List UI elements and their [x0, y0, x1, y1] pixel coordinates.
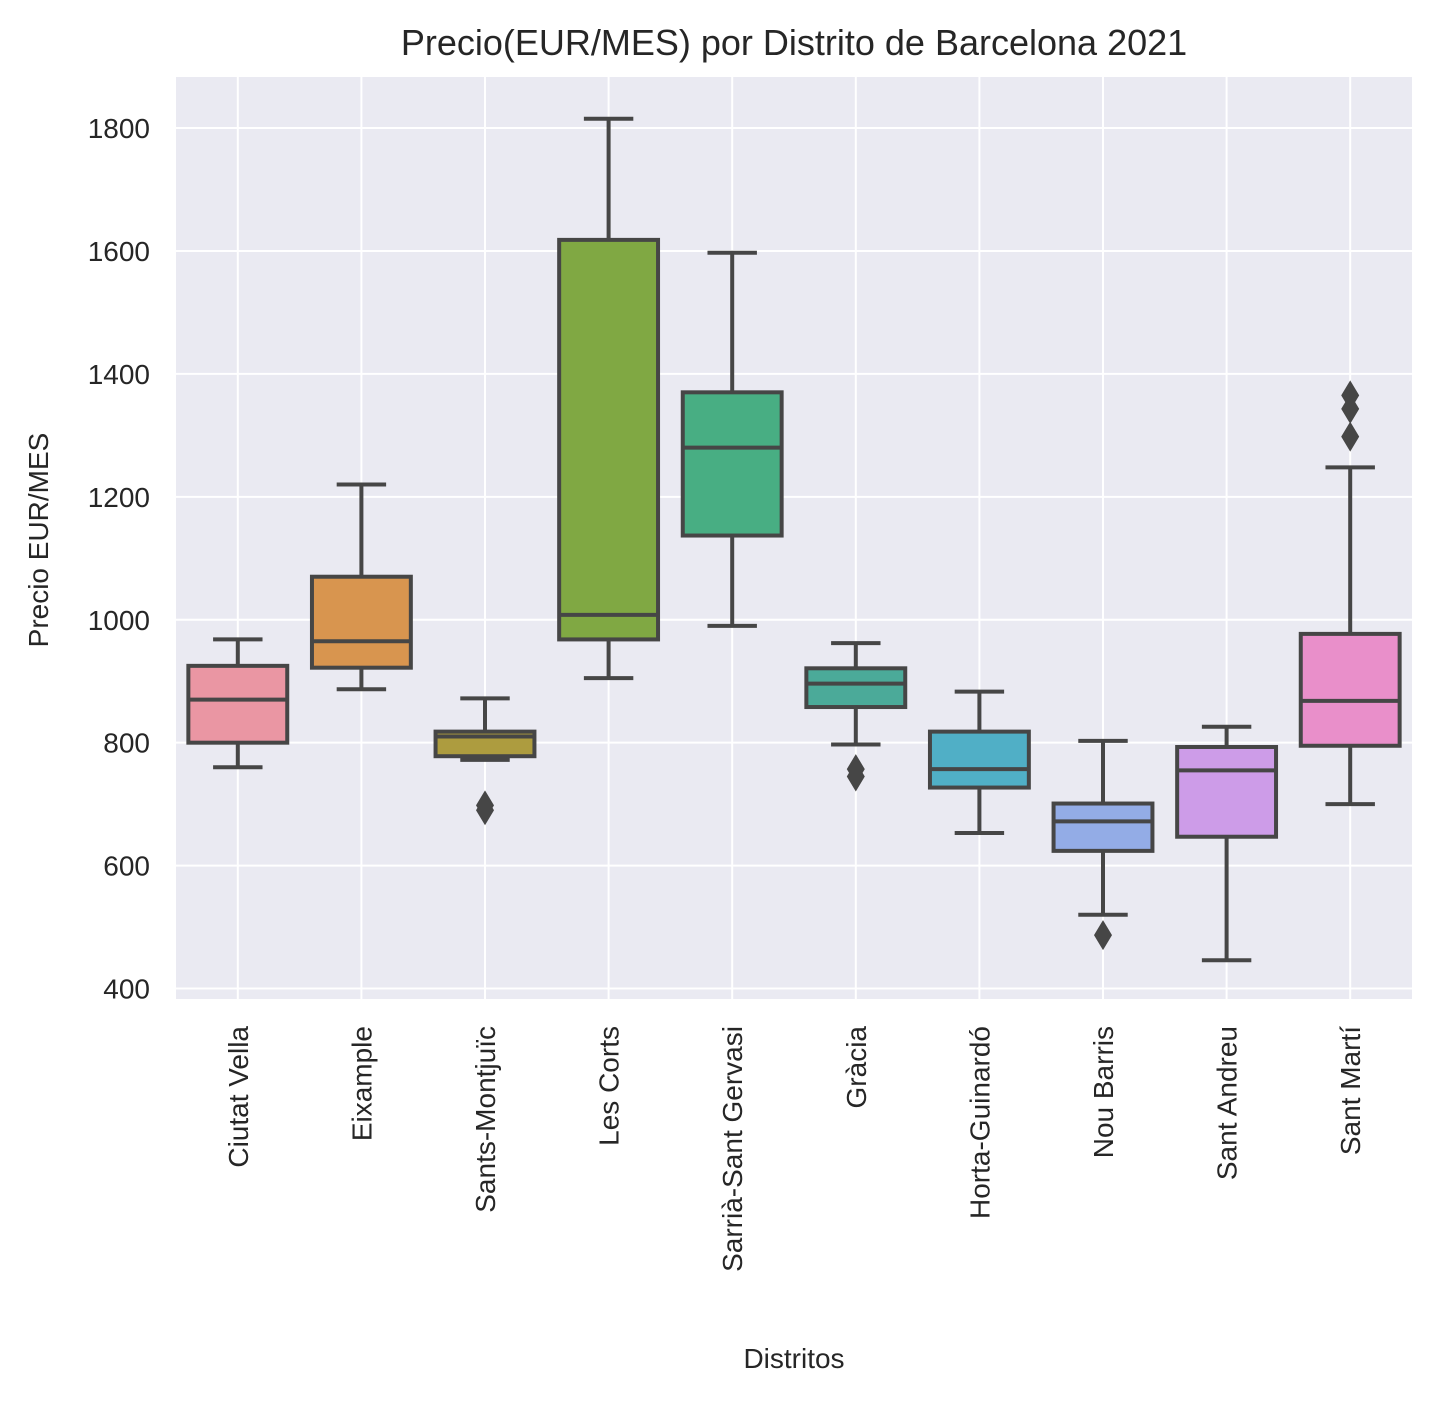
x-tick-label: Les Corts [594, 1026, 625, 1146]
x-tick-label: Sant Martí [1335, 1026, 1366, 1155]
box-3 [433, 696, 537, 826]
box-2 [309, 482, 413, 692]
box-iqr [1298, 631, 1402, 748]
box-iqr [1051, 801, 1155, 853]
chart-title: Precio(EUR/MES) por Distrito de Barcelon… [401, 22, 1187, 63]
outlier-marker [846, 754, 865, 785]
y-tick-label: 1800 [88, 113, 150, 144]
box-iqr [680, 390, 784, 538]
outlier-marker [1341, 421, 1360, 452]
box-iqr [309, 574, 413, 670]
y-tick-label: 800 [103, 728, 150, 759]
y-tick-label: 400 [103, 974, 150, 1005]
x-tick-label: Sant Andreu [1212, 1026, 1243, 1180]
box-iqr [1175, 744, 1279, 839]
box-6 [804, 641, 908, 792]
plot-area [176, 77, 1412, 999]
box-7 [927, 689, 1031, 836]
box-5 [680, 250, 784, 628]
outlier-marker [476, 790, 494, 821]
x-tick-label: Horta-Guinardó [964, 1026, 995, 1219]
x-tick-label: Gràcia [841, 1026, 872, 1109]
box-10 [1298, 380, 1402, 807]
outlier-marker [1341, 380, 1360, 411]
x-axis-label: Distritos [743, 1343, 844, 1374]
y-axis-ticks: 400 600 800 1000 1200 1400 1600 1800 [88, 113, 150, 1005]
x-axis-ticks: Ciutat Vella Eixample Sants-Montjuïc Les Co… [223, 1026, 1366, 1272]
x-tick-label: Sants-Montjuïc [470, 1026, 501, 1213]
box-iqr [186, 663, 290, 745]
box-1 [186, 637, 290, 770]
box-8 [1051, 738, 1155, 951]
box-iqr [557, 237, 661, 642]
y-tick-label: 1600 [88, 236, 150, 267]
x-tick-label: Ciutat Vella [223, 1026, 254, 1168]
box-4 [557, 116, 661, 681]
x-tick-label: Nou Barris [1088, 1026, 1119, 1158]
x-tick-label: Eixample [346, 1026, 377, 1141]
box-series [186, 116, 1402, 963]
y-tick-label: 1000 [88, 605, 150, 636]
box-9 [1175, 724, 1279, 963]
y-tick-label: 1200 [88, 482, 150, 513]
x-tick-label: Sarrià-Sant Gervasi [717, 1026, 748, 1272]
y-tick-label: 1400 [88, 359, 150, 390]
y-tick-label: 600 [103, 851, 150, 882]
box-iqr [927, 729, 1031, 790]
y-axis-label: Precio EUR/MES [23, 433, 54, 648]
box-iqr [804, 666, 908, 710]
outlier-marker [1094, 920, 1112, 951]
